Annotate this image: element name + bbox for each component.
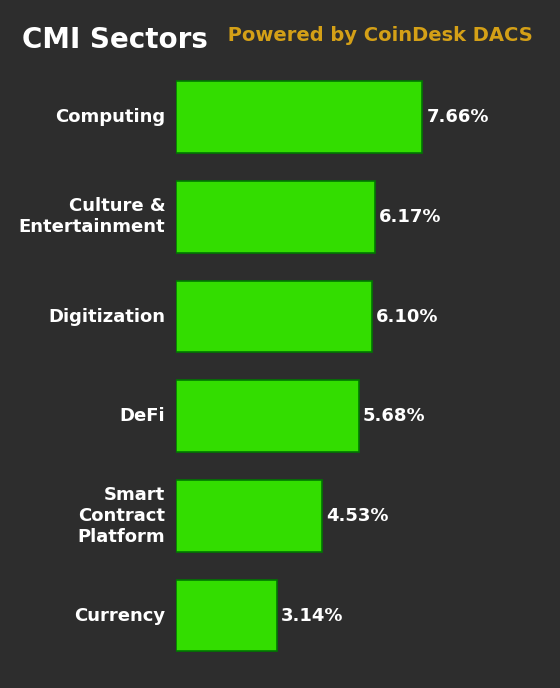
Bar <box>176 580 277 652</box>
Bar <box>176 81 422 153</box>
Bar <box>176 281 372 352</box>
Text: 4.53%: 4.53% <box>326 507 388 525</box>
Text: 6.10%: 6.10% <box>376 308 438 325</box>
Bar <box>176 480 322 552</box>
Text: 7.66%: 7.66% <box>426 108 489 126</box>
Bar <box>176 181 375 252</box>
Text: 3.14%: 3.14% <box>281 607 344 625</box>
Text: CMI Sectors: CMI Sectors <box>22 26 208 54</box>
Bar <box>176 380 359 452</box>
Text: Powered by CoinDesk DACS: Powered by CoinDesk DACS <box>221 26 533 45</box>
Text: 6.17%: 6.17% <box>379 208 441 226</box>
Text: 5.68%: 5.68% <box>363 407 426 425</box>
